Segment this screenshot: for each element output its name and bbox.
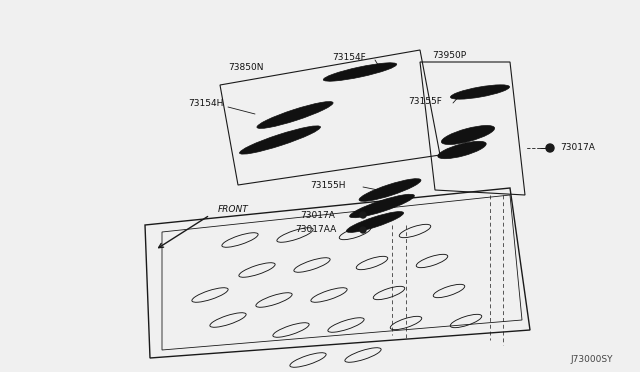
Text: 73017A: 73017A (300, 211, 335, 219)
Ellipse shape (239, 126, 321, 154)
Text: 73017AA: 73017AA (295, 225, 336, 234)
Text: J73000SY: J73000SY (570, 356, 612, 365)
Text: FRONT: FRONT (218, 205, 249, 215)
Ellipse shape (442, 125, 495, 144)
Circle shape (360, 212, 366, 218)
Ellipse shape (438, 141, 486, 159)
Ellipse shape (451, 85, 509, 99)
Text: 73155H: 73155H (310, 180, 346, 189)
Circle shape (546, 144, 554, 152)
Ellipse shape (349, 194, 414, 218)
Text: 73154F: 73154F (332, 52, 365, 61)
Text: 73850N: 73850N (228, 64, 264, 73)
Ellipse shape (346, 212, 404, 232)
Circle shape (360, 227, 366, 233)
Text: 73155F: 73155F (408, 97, 442, 106)
Ellipse shape (257, 102, 333, 128)
Text: 73017A: 73017A (560, 144, 595, 153)
Ellipse shape (323, 63, 397, 81)
Text: 73154H: 73154H (188, 99, 223, 108)
Text: 73950P: 73950P (432, 51, 466, 60)
Ellipse shape (359, 179, 421, 201)
